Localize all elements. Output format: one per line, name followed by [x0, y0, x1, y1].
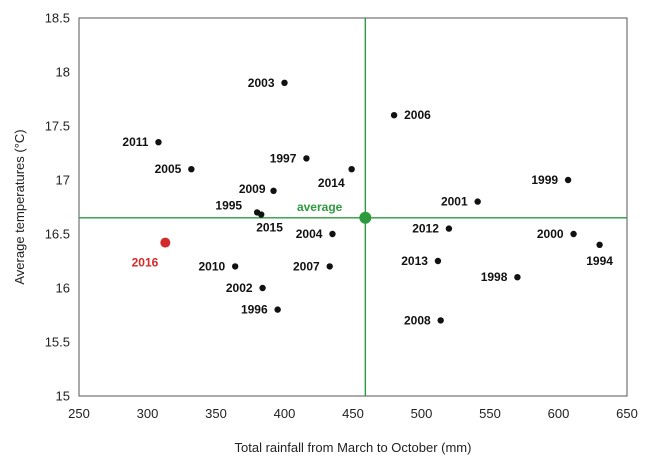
y-tick-label: 15.5 — [45, 335, 70, 350]
data-point-2004 — [329, 230, 336, 238]
point-label-2006: 2006 — [404, 108, 431, 122]
data-point-1999 — [564, 176, 572, 184]
y-tick-label: 15 — [56, 389, 70, 404]
x-tick-label: 400 — [274, 406, 296, 421]
point-label-1999: 1999 — [531, 173, 558, 187]
point-label-1997: 1997 — [270, 151, 297, 165]
point-label-2001: 2001 — [441, 195, 468, 209]
y-tick-label: 18 — [56, 65, 70, 80]
point-label-2014: 2014 — [318, 176, 345, 190]
data-point-1994 — [596, 241, 603, 248]
data-point-2014 — [348, 166, 355, 173]
y-tick-label: 18.5 — [45, 11, 70, 26]
data-point-2008 — [437, 317, 444, 324]
point-label-1998: 1998 — [481, 270, 508, 284]
data-point-2002 — [259, 284, 266, 292]
point-label-1994: 1994 — [586, 254, 613, 268]
data-point-1996 — [274, 306, 281, 313]
point-label-2009: 2009 — [239, 182, 266, 196]
data-point-2013 — [434, 257, 442, 265]
data-point-2007 — [326, 263, 333, 270]
data-point-1998 — [514, 274, 521, 281]
data-point-2011 — [155, 139, 162, 146]
point-label-2011: 2011 — [122, 135, 148, 149]
point-label-2000: 2000 — [537, 227, 564, 241]
y-tick-label: 16 — [56, 281, 70, 296]
x-tick-label: 250 — [68, 406, 90, 421]
point-label-2016: 2016 — [132, 256, 159, 270]
axis-ticks: 250 300 350 400 450 500 550 600 650 15 15.5 16 16.5 1… — [45, 11, 638, 422]
point-label-2013: 2013 — [401, 254, 428, 268]
x-tick-label: 550 — [479, 406, 501, 421]
point-label-2010: 2010 — [198, 259, 225, 273]
data-point-2001 — [474, 198, 481, 205]
data-point-2016 — [160, 237, 171, 248]
data-point-2009 — [270, 187, 277, 194]
point-label-2002: 2002 — [226, 281, 253, 295]
data-point-2012 — [445, 225, 453, 232]
average-point — [359, 211, 372, 224]
point-label-1995: 1995 — [215, 198, 242, 212]
average-lines — [79, 18, 627, 396]
x-axis-title: Total rainfall from March to October (mm… — [235, 440, 472, 455]
plot-frame — [78, 17, 628, 397]
point-label-2007: 2007 — [293, 259, 320, 273]
x-tick-label: 650 — [616, 406, 638, 421]
x-tick-label: 350 — [205, 406, 227, 421]
data-point-2015 — [258, 211, 265, 218]
point-label-2015: 2015 — [256, 221, 283, 235]
point-label-2008: 2008 — [404, 313, 431, 327]
point-label-2003: 2003 — [248, 76, 275, 90]
point-label-2012: 2012 — [412, 222, 439, 236]
data-point-2003 — [281, 79, 288, 87]
x-tick-label: 450 — [342, 406, 364, 421]
data-point-2005 — [188, 166, 195, 173]
y-axis-title: Average temperatures (°C) — [12, 129, 27, 284]
x-tick-label: 500 — [411, 406, 433, 421]
data-points: 1994 1995 1996 1997 1998 1999 2000 2001 2002 2003… — [122, 76, 613, 328]
point-label-2004: 2004 — [296, 227, 323, 241]
point-label-1996: 1996 — [241, 303, 268, 317]
average-label: average — [297, 200, 343, 214]
data-point-2010 — [231, 263, 239, 270]
data-point-1997 — [303, 155, 310, 162]
point-label-2005: 2005 — [155, 162, 182, 176]
y-tick-label: 16.5 — [45, 227, 70, 242]
y-tick-label: 17 — [56, 173, 70, 188]
data-point-2000 — [570, 230, 577, 238]
x-tick-label: 300 — [137, 406, 159, 421]
y-tick-label: 17.5 — [45, 119, 70, 134]
data-point-2006 — [390, 112, 398, 119]
x-tick-label: 600 — [548, 406, 570, 421]
